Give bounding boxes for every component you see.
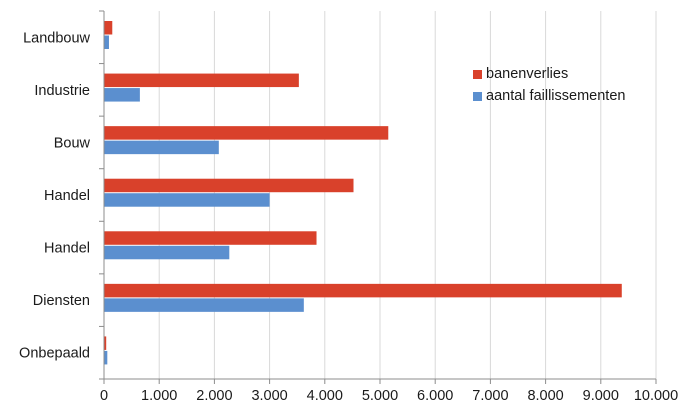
legend: banenverlies aantal faillissementen (473, 63, 625, 107)
bar-faillissementen-2 (104, 140, 219, 155)
x-tick-label-9: 9.000 (583, 388, 619, 404)
x-tick-label-8: 8.000 (527, 388, 563, 404)
legend-item-aantal-faillissementen: aantal faillissementen (473, 85, 625, 107)
bar-banenverlies-1 (104, 73, 299, 88)
x-tick-label-1: 1.000 (141, 388, 177, 404)
category-label-5: Diensten (33, 293, 90, 309)
bar-banenverlies-0 (104, 21, 113, 35)
bars (104, 21, 622, 365)
category-label-0: Landbouw (23, 30, 90, 46)
x-tick-label-10: 10.000 (634, 388, 678, 404)
x-tick-label-4: 4.000 (307, 388, 343, 404)
legend-item-banenverlies: banenverlies (473, 63, 625, 85)
bar-banenverlies-2 (104, 126, 389, 140)
category-label-1: Industrie (34, 83, 90, 99)
bar-banenverlies-5 (104, 283, 622, 298)
bar-faillissementen-1 (104, 88, 140, 102)
bar-banenverlies-6 (104, 336, 107, 350)
x-tick-label-5: 5.000 (362, 388, 398, 404)
bar-banenverlies-4 (104, 231, 317, 245)
bar-faillissementen-6 (104, 350, 108, 365)
category-labels: Landbouw Industrie Bouw Handel Handel Dienste… (19, 30, 90, 361)
x-tick-labels: 0 1.000 2.000 3.000 4.000 5.000 6.000 7.000 8.00… (100, 388, 678, 404)
bar-banenverlies-3 (104, 178, 354, 193)
x-tick-label-6: 6.000 (417, 388, 453, 404)
bar-faillissementen-5 (104, 298, 304, 312)
legend-swatch-banenverlies (473, 69, 482, 79)
x-tick-label-3: 3.000 (251, 388, 287, 404)
category-label-2: Bouw (54, 135, 91, 151)
bar-faillissementen-3 (104, 193, 270, 207)
category-label-3: Handel (44, 188, 90, 204)
axes (99, 10, 657, 384)
legend-label-banenverlies: banenverlies (486, 66, 569, 82)
bar-faillissementen-0 (104, 35, 109, 49)
legend-swatch-aantal-faillissementen (473, 91, 482, 101)
gridlines (158, 11, 657, 379)
category-label-6: Onbepaald (19, 346, 90, 362)
x-tick-label-7: 7.000 (472, 388, 508, 404)
category-label-4: Handel (44, 241, 90, 257)
x-tick-label-0: 0 (100, 388, 108, 404)
x-tick-label-2: 2.000 (196, 388, 232, 404)
bar-faillissementen-4 (104, 245, 230, 260)
legend-label-aantal-faillissementen: aantal faillissementen (486, 88, 626, 104)
